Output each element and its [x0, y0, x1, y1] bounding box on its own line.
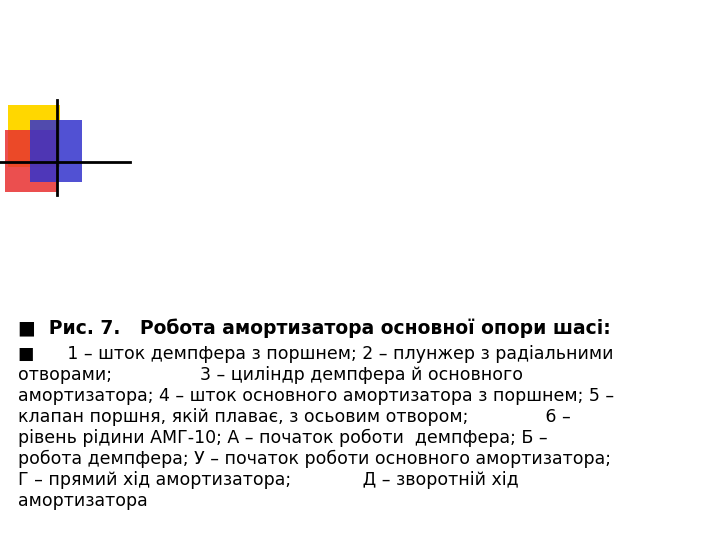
- Text: рівень рідини АМГ-10; А – початок роботи  демпфера; Б –: рівень рідини АМГ-10; А – початок роботи…: [18, 429, 548, 447]
- Text: ■      1 – шток демпфера з поршнем; 2 – плунжер з радіальними: ■ 1 – шток демпфера з поршнем; 2 – плунж…: [18, 345, 613, 363]
- Bar: [8, 105, 60, 167]
- Text: амортизатора; 4 – шток основного амортизатора з поршнем; 5 –: амортизатора; 4 – шток основного амортиз…: [18, 387, 614, 405]
- Text: амортизатора: амортизатора: [18, 492, 148, 510]
- Bar: [5, 130, 57, 192]
- Text: ■  Рис. 7.   Робота амортизатора основної опори шасі:: ■ Рис. 7. Робота амортизатора основної о…: [18, 318, 611, 338]
- Bar: [30, 120, 82, 182]
- Text: клапан поршня, якій плаває, з осьовим отвором;              6 –: клапан поршня, якій плаває, з осьовим от…: [18, 408, 571, 426]
- Text: отворами;                3 – циліндр демпфера й основного: отворами; 3 – циліндр демпфера й основно…: [18, 366, 523, 384]
- Text: Г – прямий хід амортизатора;             Д – зворотній хід: Г – прямий хід амортизатора; Д – зворотн…: [18, 471, 518, 489]
- Text: робота демпфера; У – початок роботи основного амортизатора;: робота демпфера; У – початок роботи осно…: [18, 450, 611, 468]
